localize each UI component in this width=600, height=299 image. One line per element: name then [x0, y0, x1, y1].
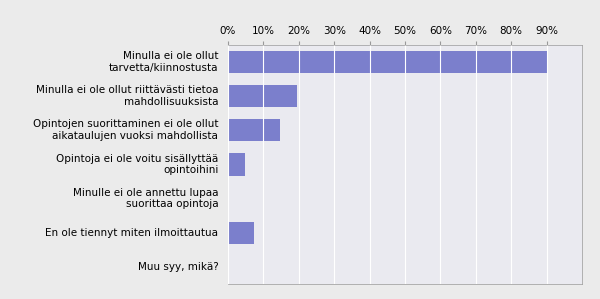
- Bar: [228, 222, 254, 244]
- Bar: [228, 153, 245, 176]
- Bar: [228, 85, 297, 107]
- Bar: [228, 119, 280, 141]
- Bar: [228, 51, 547, 73]
